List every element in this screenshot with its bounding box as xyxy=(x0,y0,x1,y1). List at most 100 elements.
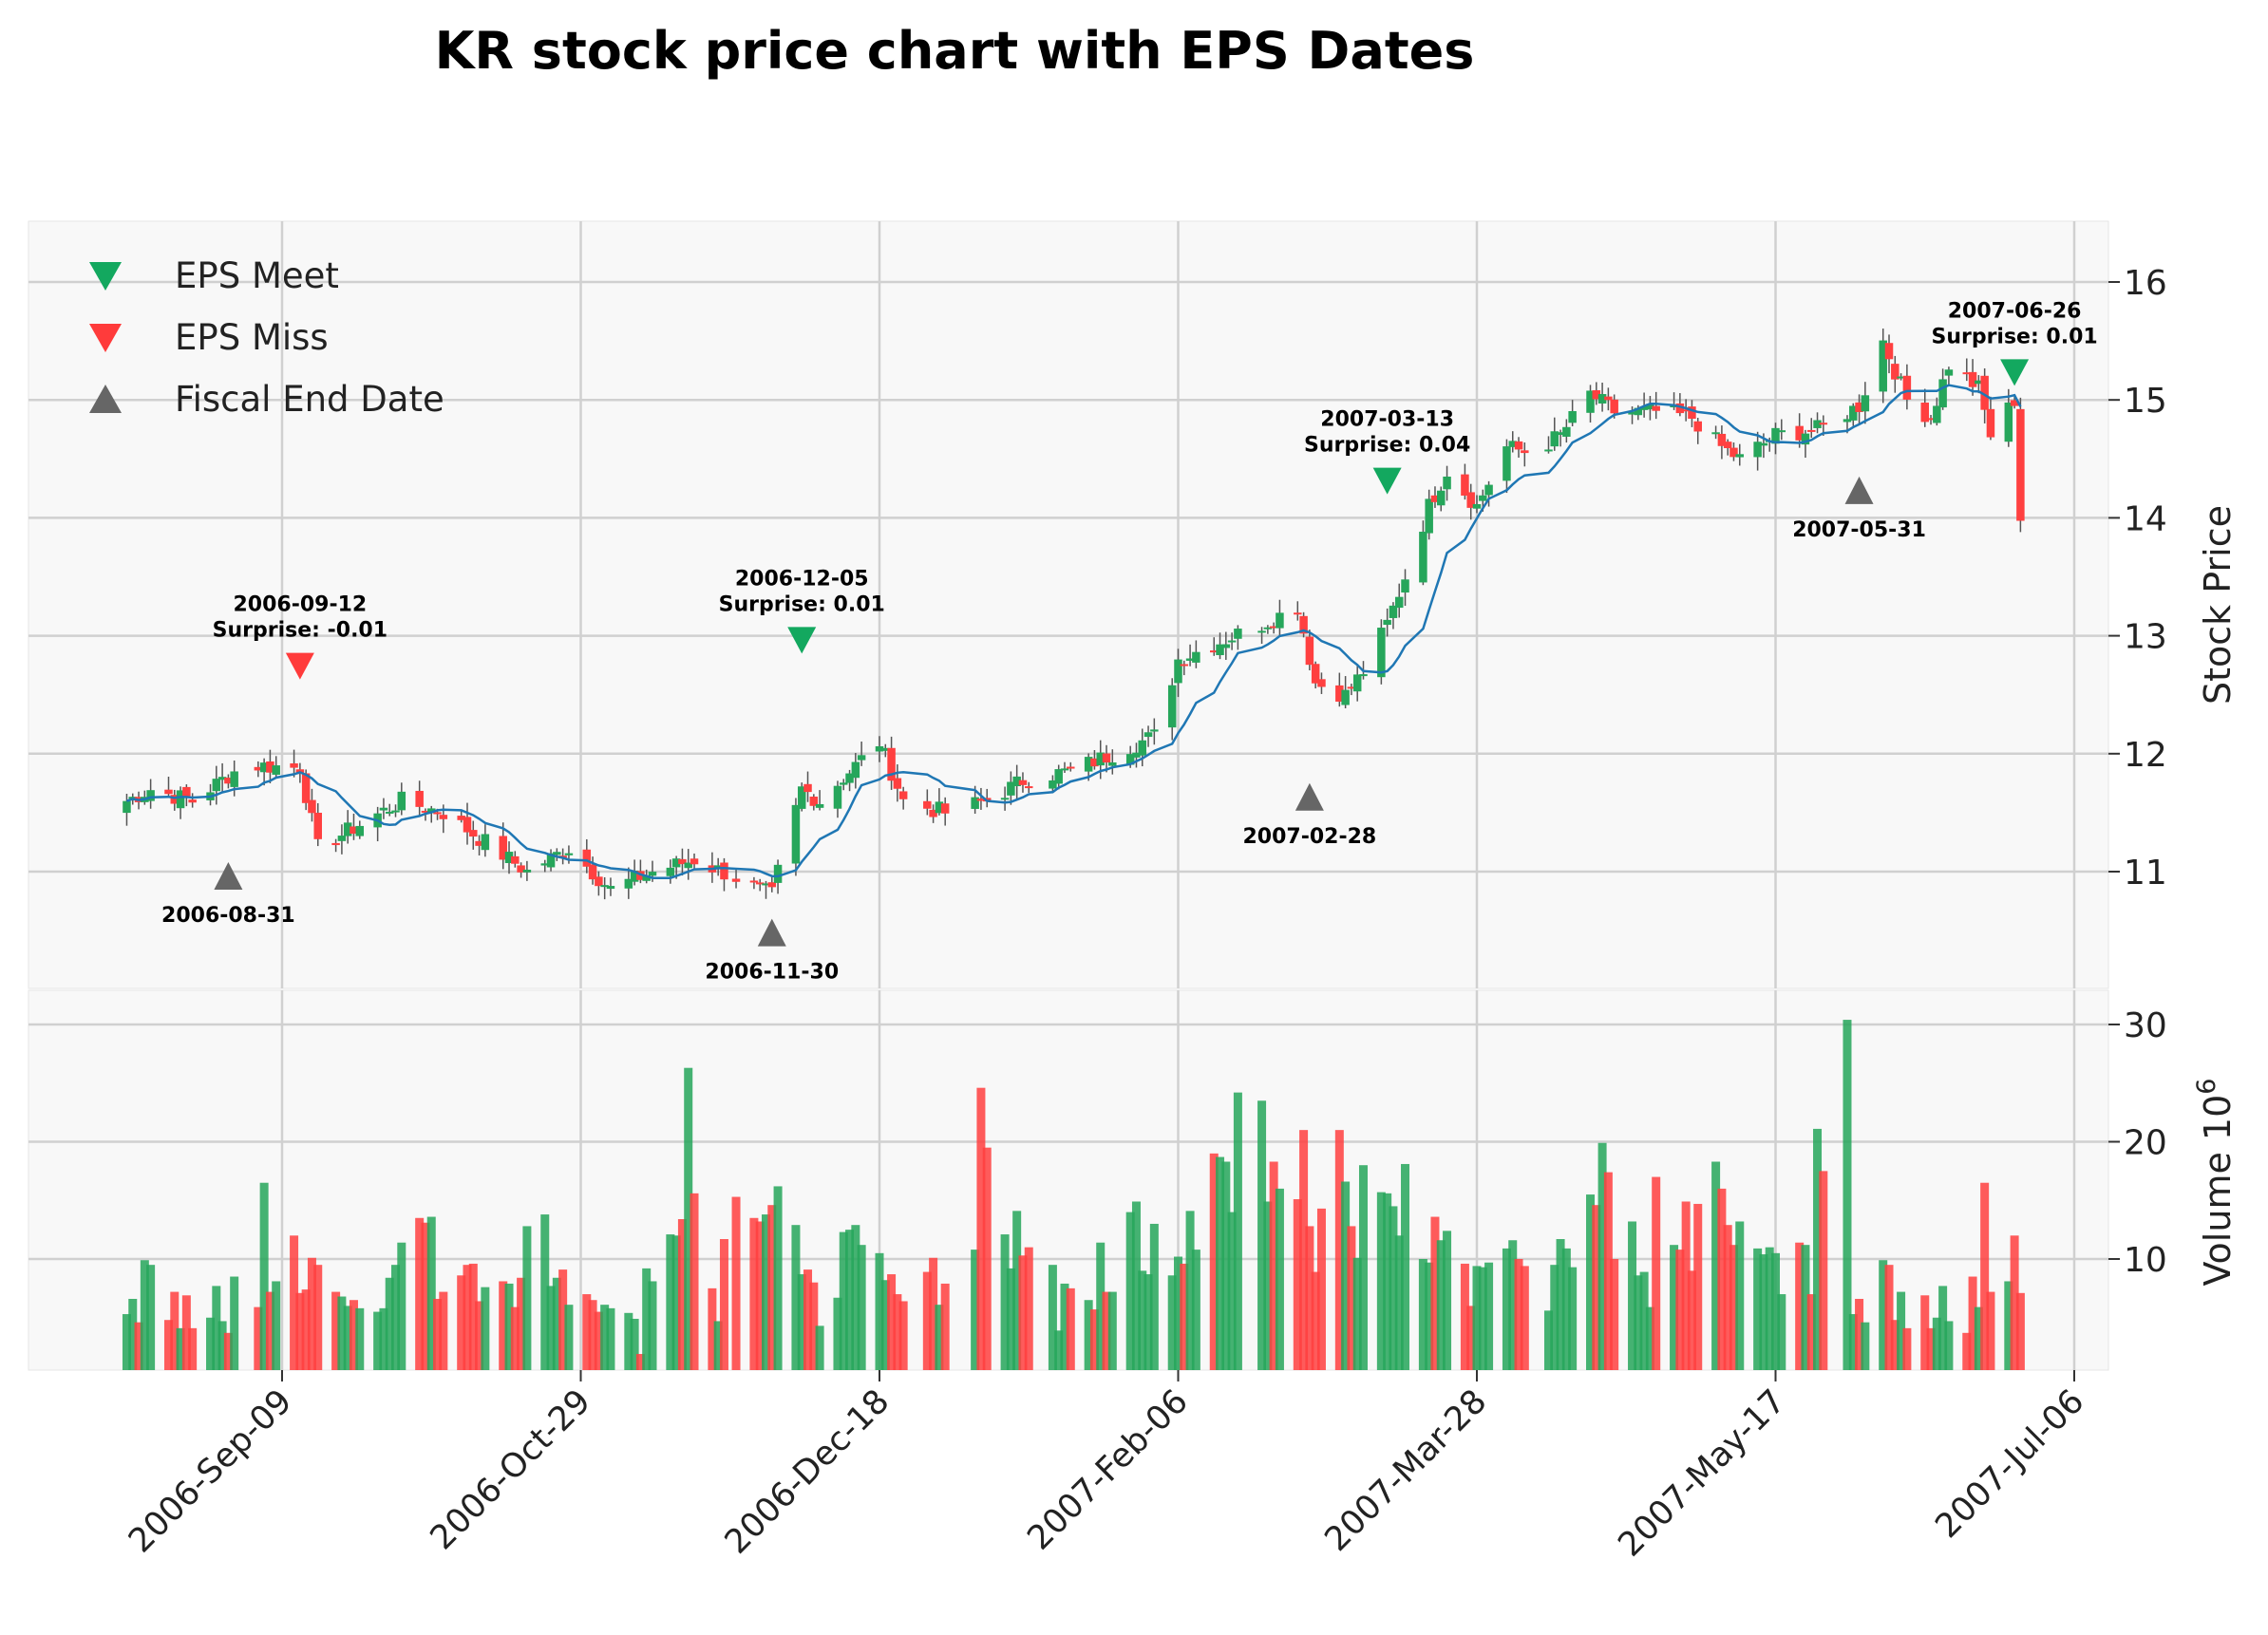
eps-date-label: 2006-09-12 xyxy=(234,593,368,617)
volume-bar xyxy=(1986,1291,1995,1370)
volume-bar xyxy=(1962,1332,1972,1370)
chart-title: KR stock price chart with EPS Dates xyxy=(434,21,1475,81)
candle-body xyxy=(1012,776,1021,786)
candle-body xyxy=(188,799,197,803)
candle-body xyxy=(1143,732,1153,738)
volume-bar xyxy=(439,1291,448,1370)
volume-bar xyxy=(272,1281,281,1370)
legend-marker-eps-miss xyxy=(89,324,122,352)
candle-body xyxy=(1879,340,1887,392)
candle-body xyxy=(1503,446,1511,481)
volume-bar xyxy=(929,1257,938,1370)
volume-bar xyxy=(522,1226,532,1370)
volume-bar xyxy=(1012,1211,1022,1370)
candle-body xyxy=(379,807,388,811)
candle-body xyxy=(212,779,221,792)
eps-surprise-label: Surprise: 0.01 xyxy=(719,592,885,616)
candle-body xyxy=(1693,421,1702,432)
candle-body xyxy=(1801,433,1810,445)
eps-miss-marker xyxy=(285,652,314,680)
volume-bar xyxy=(1610,1259,1619,1370)
volume-bar xyxy=(880,1280,890,1370)
volume-bar xyxy=(1436,1240,1446,1370)
candle-body xyxy=(1221,644,1231,648)
candle-body xyxy=(1586,390,1595,413)
candle-body xyxy=(1944,369,1954,376)
volume-bar xyxy=(845,1230,855,1370)
volume-axis-label-text: Volume 10 xyxy=(2197,1095,2239,1287)
volume-bar xyxy=(731,1196,741,1370)
volume-bar xyxy=(540,1214,550,1370)
candle-body xyxy=(1000,798,1010,800)
volume-bar xyxy=(1006,1268,1015,1370)
candle-body xyxy=(1335,685,1344,702)
volume-bar xyxy=(259,1182,269,1370)
candle-body xyxy=(540,863,550,866)
candle-body xyxy=(1067,766,1075,769)
volume-bar xyxy=(1125,1212,1135,1370)
candle-body xyxy=(803,783,812,793)
candle-body xyxy=(1556,432,1565,435)
volume-bar xyxy=(475,1301,484,1370)
volume-bar xyxy=(1550,1265,1559,1370)
candle-body xyxy=(1634,407,1643,416)
candle-body xyxy=(457,816,465,820)
candle-body xyxy=(2016,408,2025,521)
x-tick-label: 2006-Sep-09 xyxy=(122,1382,299,1560)
candle-body xyxy=(1227,640,1237,643)
candle-body xyxy=(642,874,651,881)
volume-bar xyxy=(1305,1226,1314,1370)
volume-bar xyxy=(552,1277,561,1370)
candle-body xyxy=(791,804,801,864)
volume-bar xyxy=(1586,1194,1596,1370)
volume-bar xyxy=(1693,1203,1703,1370)
volume-bar xyxy=(504,1283,514,1370)
candle-body xyxy=(1305,636,1314,666)
volume-bar xyxy=(1269,1161,1278,1370)
volume-bar xyxy=(146,1265,156,1370)
volume-bar xyxy=(217,1321,227,1370)
volume-bar xyxy=(761,1214,770,1370)
candle-body xyxy=(1646,404,1654,410)
candle-body xyxy=(1568,410,1577,423)
candle-body xyxy=(1610,399,1618,414)
candle-body xyxy=(217,777,227,780)
eps-surprise-label: Surprise: 0.04 xyxy=(1304,434,1470,458)
price-tick-label: 13 xyxy=(2124,618,2167,657)
volume-bar xyxy=(1711,1161,1721,1370)
legend-label: EPS Meet xyxy=(175,255,339,296)
volume-bar xyxy=(1000,1234,1010,1370)
candle-body xyxy=(851,761,860,779)
volume-bar xyxy=(1149,1223,1159,1370)
candle-body xyxy=(1180,664,1189,667)
candle-body xyxy=(1425,498,1433,534)
candle-body xyxy=(1920,403,1929,423)
candle-body xyxy=(146,790,155,801)
volume-bar xyxy=(379,1307,388,1370)
candle-body xyxy=(875,746,884,752)
volume-bar xyxy=(684,1067,693,1370)
volume-bar xyxy=(1759,1254,1768,1370)
volume-bar xyxy=(558,1269,568,1370)
volume-bar xyxy=(940,1283,950,1370)
candle-body xyxy=(1185,658,1195,661)
volume-bar xyxy=(206,1317,216,1370)
candle-body xyxy=(546,853,556,868)
volume-bar xyxy=(1383,1193,1392,1370)
volume-bar xyxy=(1018,1255,1028,1370)
volume-bar xyxy=(223,1332,233,1370)
candle-body xyxy=(1717,433,1727,446)
volume-bar xyxy=(1938,1286,1948,1370)
volume-bar xyxy=(1968,1276,1977,1370)
candle-body xyxy=(1209,650,1219,653)
x-tick-label: 2007-Jul-06 xyxy=(1929,1382,2092,1546)
candle-body xyxy=(230,771,238,787)
candle-body xyxy=(678,858,687,865)
volume-bar xyxy=(1401,1163,1410,1370)
candle-body xyxy=(1562,426,1571,437)
candle-body xyxy=(809,797,819,806)
price-tick-label: 15 xyxy=(2124,382,2167,421)
volume-bar xyxy=(1652,1176,1661,1370)
fiscal-end-marker xyxy=(757,918,786,947)
